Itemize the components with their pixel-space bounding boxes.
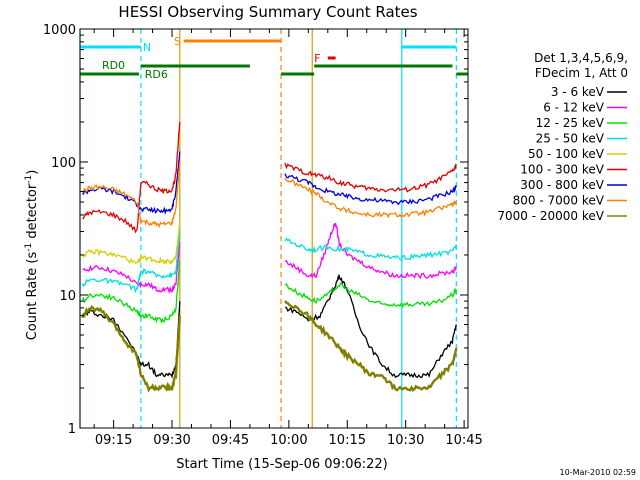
series-2-segment-1 bbox=[284, 282, 457, 309]
y-tick-label-2: 100 bbox=[51, 156, 76, 171]
x-tick-label-2: 09:45 bbox=[212, 433, 249, 448]
legend-label-5: 100 - 300 keV bbox=[520, 163, 604, 177]
series-0-segment-0 bbox=[81, 301, 181, 379]
x-tick-label-5: 10:30 bbox=[387, 433, 424, 448]
x-tick-label-6: 10:45 bbox=[445, 433, 482, 448]
y-axis-label-detector: detector bbox=[25, 183, 40, 243]
y-axis-label: Count Rate (s-1 detector-1) bbox=[24, 170, 40, 341]
series-8-segment-0 bbox=[81, 305, 181, 393]
series-7-segment-0 bbox=[81, 161, 181, 229]
series-3-segment-0 bbox=[81, 231, 181, 294]
series-1-segment-0 bbox=[82, 241, 181, 295]
series-7-segment-1 bbox=[284, 177, 457, 219]
y-tick-label-0: 1 bbox=[68, 422, 76, 437]
series-0-segment-1 bbox=[284, 274, 457, 379]
x-tick-label-0: 09:15 bbox=[95, 433, 132, 448]
series-3-segment-1 bbox=[284, 237, 457, 262]
series-5-segment-1 bbox=[284, 162, 457, 193]
y-axis-label-main: Count Rate (s bbox=[25, 252, 40, 341]
flag-label-f: F bbox=[314, 52, 320, 65]
x-tick-label-3: 10:00 bbox=[270, 433, 307, 448]
y-tick-label-1: 10 bbox=[59, 289, 76, 304]
legend-label-7: 800 - 7000 keV bbox=[513, 194, 605, 208]
y-tick-label-3: 1000 bbox=[43, 23, 76, 38]
series-5-segment-0 bbox=[82, 121, 181, 234]
x-tick-label-1: 09:30 bbox=[153, 433, 190, 448]
flag-label-n: N bbox=[143, 41, 151, 54]
legend-label-4: 50 - 100 keV bbox=[528, 147, 605, 161]
series-8-segment-1 bbox=[284, 300, 458, 392]
series-4-segment-0 bbox=[81, 222, 181, 266]
plot-frame bbox=[79, 28, 469, 429]
legend-label-2: 12 - 25 keV bbox=[536, 116, 605, 130]
legend-label-8: 7000 - 20000 keV bbox=[497, 209, 604, 223]
x-tick-label-4: 10:15 bbox=[329, 433, 366, 448]
plot-area: N S F RD0 RD6 1 10 100 1000 09:15 09:30 09:45 10:00 1… bbox=[43, 23, 483, 448]
flag-label-rd0: RD0 bbox=[102, 59, 125, 72]
svg-text:Count Rate (s-1 detector-1): Count Rate (s-1 detector-1) bbox=[24, 170, 40, 341]
legend-label-0: 3 - 6 keV bbox=[551, 85, 605, 99]
series-6-segment-1 bbox=[284, 173, 457, 206]
series-6-segment-0 bbox=[82, 151, 181, 216]
flag-label-rd6: RD6 bbox=[145, 68, 168, 81]
series-2-segment-0 bbox=[81, 260, 181, 324]
series-1-segment-1 bbox=[284, 222, 457, 280]
y-axis-label-close: ) bbox=[25, 170, 40, 175]
y-axis-label-sup-1: -1 bbox=[24, 243, 34, 252]
footer-timestamp: 10-Mar-2010 02:59 bbox=[560, 468, 637, 477]
legend-label-6: 300 - 800 keV bbox=[520, 178, 604, 192]
flag-label-s: S bbox=[174, 35, 181, 48]
x-axis-label: Start Time (15-Sep-06 09:06:22) bbox=[176, 457, 387, 472]
legend-label-3: 25 - 50 keV bbox=[536, 132, 605, 146]
y-axis-label-sup-2: -1 bbox=[24, 175, 34, 184]
legend-label-1: 6 - 12 keV bbox=[543, 101, 605, 115]
legend-header-line-1: Det 1,3,4,5,6,9, bbox=[534, 51, 628, 65]
chart-title: HESSI Observing Summary Count Rates bbox=[118, 3, 417, 21]
legend-header-line-2: FDecim 1, Att 0 bbox=[535, 66, 628, 80]
